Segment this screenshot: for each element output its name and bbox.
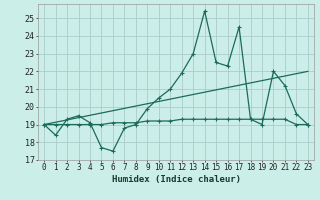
X-axis label: Humidex (Indice chaleur): Humidex (Indice chaleur) xyxy=(111,175,241,184)
